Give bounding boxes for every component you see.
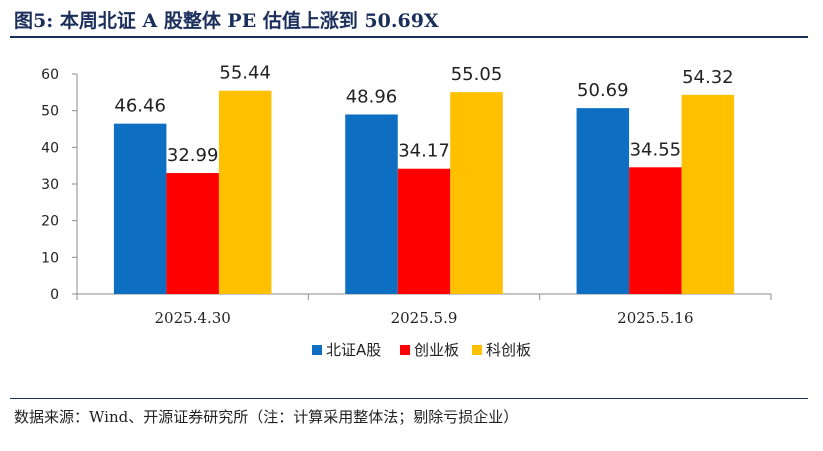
legend-swatch — [312, 345, 322, 355]
figure-title: 图5: 本周北证 A 股整体 PE 估值上涨到 50.69X — [14, 10, 439, 32]
bar-1-2 — [345, 114, 398, 294]
chart-data-labels: 46.46 48.96 50.69 32.99 34.17 34.55 55.44 55.05… — [114, 63, 733, 166]
legend-label: 创业板 — [414, 341, 459, 359]
chart-bars — [113, 90, 735, 295]
source-note: 数据来源：Wind、开源证券研究所（注：计算采用整体法；剔除亏损企业） — [14, 408, 519, 426]
bar-1-3 — [576, 108, 630, 295]
bar-3-1 — [218, 90, 272, 294]
bar-2-2 — [397, 168, 451, 294]
legend-swatch — [400, 345, 410, 355]
data-label: 55.44 — [219, 63, 271, 84]
bar-2-3 — [629, 167, 682, 294]
source-rule — [10, 398, 808, 399]
bar-1-1 — [113, 123, 167, 294]
y-tick-label: 40 — [41, 140, 59, 156]
data-label: 34.55 — [630, 139, 682, 160]
legend-label: 北证A股 — [326, 341, 381, 359]
data-label: 32.99 — [167, 145, 219, 166]
x-category-label: 2025.5.9 — [391, 309, 458, 327]
y-tick-label: 50 — [41, 104, 59, 120]
x-category-label: 2025.5.16 — [617, 309, 693, 327]
bar-3-3 — [681, 94, 735, 295]
y-tick-label: 10 — [41, 250, 59, 266]
y-tick-label: 60 — [41, 67, 59, 83]
bar-2-1 — [166, 173, 219, 294]
data-label: 50.69 — [577, 80, 629, 101]
legend-label: 科创板 — [486, 341, 531, 359]
data-label: 48.96 — [346, 86, 398, 107]
chart-axes: 0 10 20 30 40 50 60 2025.4.30 2025.5.9 2025.5.16 — [41, 67, 772, 327]
data-label: 46.46 — [114, 96, 166, 117]
data-label: 54.32 — [682, 67, 734, 88]
data-label: 55.05 — [451, 64, 503, 85]
y-tick-label: 30 — [41, 177, 59, 193]
title-rule — [10, 36, 808, 38]
data-label: 34.17 — [398, 141, 450, 162]
x-category-label: 2025.4.30 — [154, 309, 230, 327]
y-tick-label: 0 — [50, 287, 59, 303]
legend-swatch — [472, 345, 482, 355]
bar-3-2 — [450, 92, 503, 295]
chart-legend: 北证A股 创业板 科创板 — [312, 341, 531, 359]
y-tick-label: 20 — [41, 214, 59, 230]
